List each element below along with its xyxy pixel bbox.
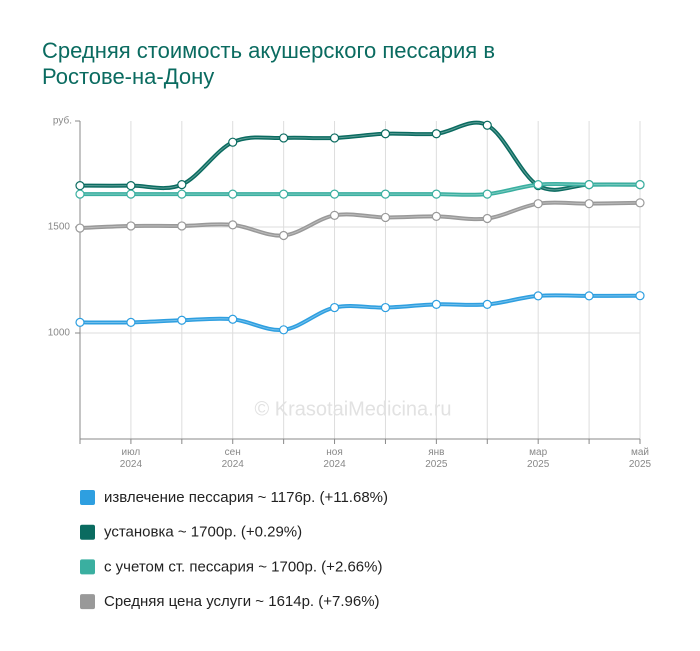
point [482, 213, 492, 224]
point [329, 210, 340, 220]
point [228, 189, 238, 199]
point [279, 189, 289, 199]
point [228, 137, 238, 147]
point [126, 317, 136, 327]
point [380, 189, 391, 199]
point [584, 180, 594, 190]
x-tick-year: 2024 [222, 459, 245, 470]
legend-label: установка ~ 1700р. (+0.29%) [104, 524, 302, 541]
x-tick-label: ноя 2024 [323, 447, 346, 470]
x-tick-year: 2025 [527, 459, 550, 470]
x-tick-label: июл 2024 [120, 447, 143, 470]
point [177, 221, 187, 231]
x-tick-year: 2024 [323, 459, 346, 470]
x-tick-year: 2025 [425, 459, 448, 470]
point [533, 199, 543, 209]
watermark: © KrasotaiMedicina.ru [254, 398, 451, 420]
y-tick-label: 1500 [48, 222, 71, 233]
point [228, 220, 238, 230]
point [380, 129, 391, 139]
point [75, 223, 85, 233]
point [584, 199, 594, 209]
point [75, 189, 85, 199]
legend-label: Средняя цена услуги ~ 1614р. (+7.96%) [104, 593, 380, 610]
legend-swatch [80, 490, 95, 505]
point [635, 291, 645, 301]
x-tick-label: май 2025 [629, 447, 652, 470]
point [329, 189, 340, 199]
y-tick-label: 1000 [48, 328, 71, 339]
point [482, 299, 492, 309]
legend-label: с учетом ст. пессария ~ 1700р. (+2.66%) [104, 558, 382, 575]
x-tick-label: янв 2025 [425, 447, 448, 470]
point [177, 189, 187, 199]
point [228, 314, 238, 324]
point [482, 189, 492, 199]
series-line [79, 120, 641, 192]
point [329, 133, 340, 143]
x-tick-month: янв [428, 447, 444, 458]
point [329, 302, 340, 313]
point [279, 230, 289, 241]
x-tick-label: мар 2025 [527, 447, 550, 470]
point [635, 198, 645, 208]
point [177, 180, 187, 190]
point [126, 189, 136, 199]
series-line-highlight [79, 202, 641, 237]
point [431, 299, 441, 309]
point [584, 291, 594, 301]
point [482, 120, 492, 130]
legend-swatch [80, 524, 95, 540]
chart-title: Средняя стоимость акушерского пессария в… [42, 38, 496, 89]
x-tick-month: мар [529, 447, 547, 458]
point [279, 133, 289, 143]
point [75, 317, 85, 327]
series-line-highlight [79, 122, 641, 191]
point [431, 129, 441, 139]
legend-swatch [80, 559, 95, 575]
point [380, 302, 391, 313]
point [75, 181, 85, 191]
y-unit: руб. [53, 115, 72, 127]
point [177, 315, 187, 325]
legend-swatch [80, 594, 95, 610]
series-line-highlight [79, 294, 641, 331]
series-line [79, 200, 641, 238]
series-line [79, 293, 641, 332]
point [279, 325, 289, 335]
x-tick-month: ноя [326, 447, 343, 458]
x-tick-label: сен 2024 [222, 447, 245, 470]
x-tick-month: май [631, 447, 649, 458]
point [126, 221, 136, 231]
point [126, 181, 136, 191]
point [635, 180, 645, 190]
point [533, 291, 543, 301]
x-tick-year: 2025 [629, 459, 652, 470]
point [431, 189, 441, 199]
x-tick-month: июл [122, 447, 141, 458]
point [380, 212, 391, 223]
point [431, 211, 441, 221]
x-tick-month: сен [225, 447, 241, 458]
legend-label: извлечение пессария ~ 1176р. (+11.68%) [104, 489, 388, 506]
x-tick-year: 2024 [120, 459, 143, 470]
point [533, 180, 543, 190]
